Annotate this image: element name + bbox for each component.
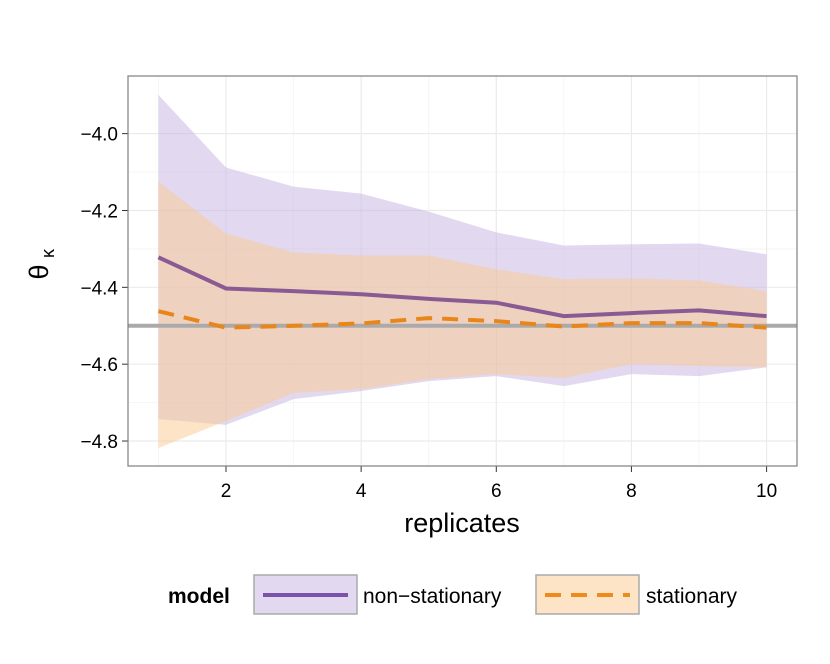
- x-tick-label: 4: [356, 481, 367, 502]
- y-tick-label: −4.6: [80, 355, 118, 376]
- legend-label: stationary: [646, 585, 738, 608]
- y-tick-label: −4.2: [80, 201, 118, 222]
- y-axis-label-group: θ κ: [24, 248, 58, 280]
- x-tick-label: 10: [756, 481, 777, 502]
- x-tick-label: 6: [491, 481, 502, 502]
- x-tick-label: 2: [221, 481, 232, 502]
- y-axis-label: θ: [24, 264, 54, 279]
- series-line: [157, 255, 767, 319]
- series-line: [157, 309, 767, 330]
- legend-title: model: [168, 585, 230, 608]
- ribbon: [158, 181, 767, 448]
- y-tick-label: −4.8: [80, 432, 118, 453]
- y-axis-label-sub: κ: [38, 248, 58, 258]
- x-tick-label: 8: [626, 481, 637, 502]
- x-axis-label: replicates: [404, 508, 520, 538]
- legend-label: non−stationary: [363, 585, 502, 608]
- y-tick-label: −4.0: [80, 125, 118, 146]
- y-tick-label: −4.4: [80, 278, 118, 299]
- plot-border: [127, 75, 798, 467]
